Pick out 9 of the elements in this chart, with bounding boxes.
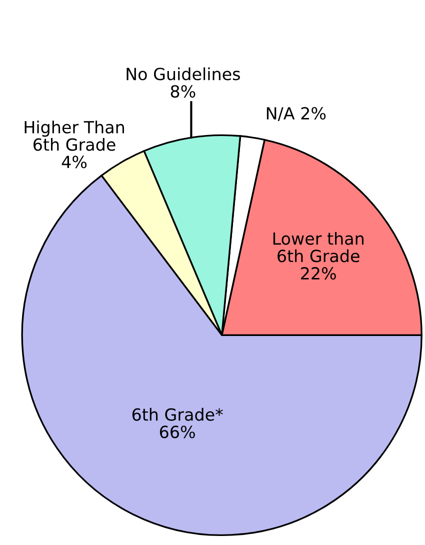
- data-label: 8%: [170, 85, 196, 98]
- data-label: 22%: [301, 267, 336, 280]
- slice-label: 6th Grade*: [132, 408, 223, 421]
- slice-label: No Guidelines: [126, 67, 240, 80]
- slice-label: Higher Than 6th Grade: [24, 120, 124, 151]
- data-label: 66%: [160, 426, 195, 438]
- data-label: 4%: [62, 156, 87, 168]
- slice-label: Lower than 6th Grade: [273, 232, 364, 262]
- slice-label: N/A 2%: [266, 107, 326, 121]
